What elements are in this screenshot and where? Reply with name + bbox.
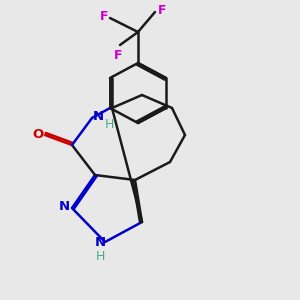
Text: N: N: [58, 200, 70, 214]
Text: F: F: [114, 49, 122, 62]
Text: N: N: [94, 236, 106, 250]
Text: H: H: [104, 118, 114, 130]
Text: F: F: [158, 4, 166, 16]
Text: N: N: [92, 110, 104, 122]
Text: O: O: [32, 128, 44, 142]
Text: F: F: [100, 10, 108, 22]
Text: H: H: [95, 250, 105, 262]
